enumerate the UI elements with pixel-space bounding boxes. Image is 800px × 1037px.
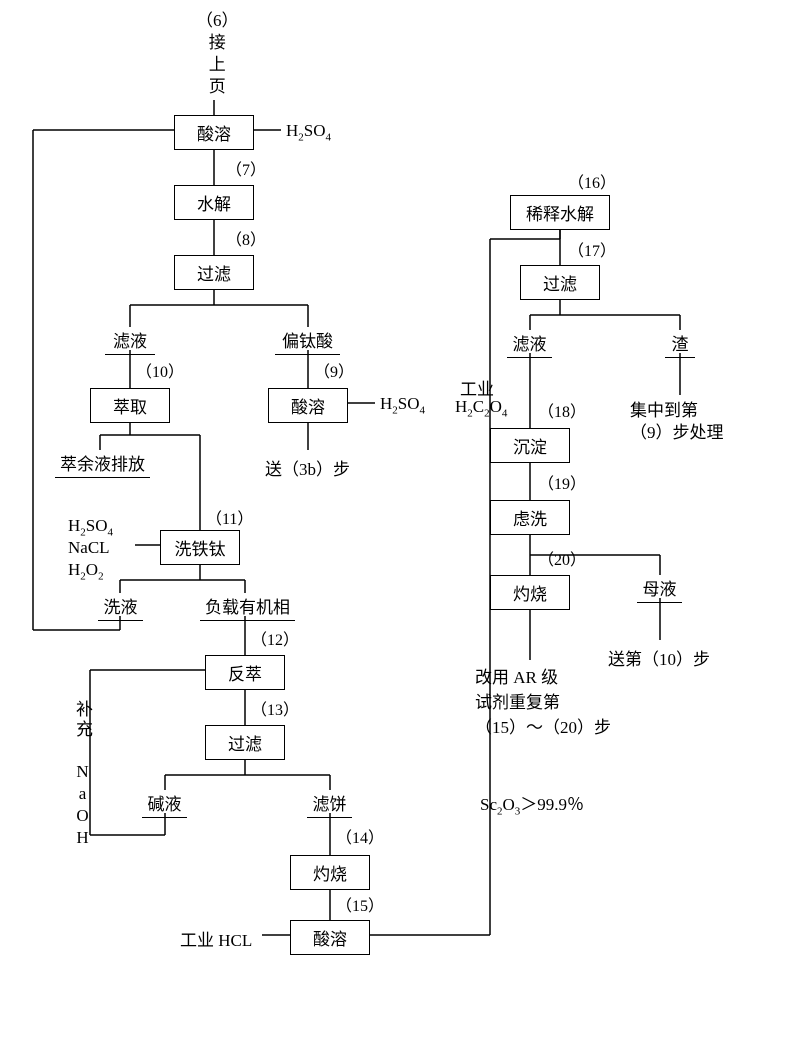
node-filter-1: 过滤 — [174, 255, 254, 290]
h2o2-text: H2O2 — [68, 560, 104, 579]
step-18: （18） — [538, 398, 586, 422]
label-h2so4-3: H2SO4 — [68, 516, 113, 538]
step-15: （15） — [336, 892, 384, 916]
step-16: （16） — [568, 169, 616, 193]
node-acid-dissolve-1: 酸溶 — [174, 115, 254, 150]
label-h2so4-1: H2SO4 — [286, 121, 331, 143]
node-burn-1: 灼烧 — [290, 855, 370, 890]
step-8: （8） — [226, 226, 266, 250]
uline-filtrate-3: 滤液 — [507, 330, 552, 358]
node-filter-3: 过滤 — [520, 265, 600, 300]
step-14: （14） — [336, 824, 384, 848]
step-19: （19） — [538, 470, 586, 494]
h2so4-1-text: H2SO4 — [286, 121, 331, 140]
uline-alkali: 碱液 — [142, 790, 187, 818]
uline-filter-cake: 滤饼 — [307, 790, 352, 818]
h2so4-2-text: H2SO4 — [380, 394, 425, 413]
uline-loaded-organic: 负载有机相 — [200, 593, 295, 621]
node-dilute-hydrolysis: 稀释水解 — [510, 195, 610, 230]
node-extract: 萃取 — [90, 388, 170, 423]
node-back-extraction: 反萃 — [205, 655, 285, 690]
label-send-3b: 送（3b）步 — [265, 455, 350, 480]
step-20: （20） — [538, 546, 586, 570]
label-collect-9: 集中到第 （9）步处理 — [630, 400, 724, 444]
step-11: （11） — [206, 505, 253, 529]
label-repeat-ar: 改用 AR 级 试剂重复第 （15）～（20）步 — [475, 665, 611, 740]
h2c2o4-text: H2C2O4 — [455, 397, 507, 416]
node-filter-2: 过滤 — [205, 725, 285, 760]
uline-mother-liquor: 母液 — [637, 575, 682, 603]
uline-filtrate-1: 滤液 — [105, 327, 155, 355]
node-acid-dissolve-2: 酸溶 — [268, 388, 348, 423]
label-hcl: 工业 HCL — [180, 926, 252, 951]
node-filter-wash: 虑洗 — [490, 500, 570, 535]
uline-raffinate: 萃余液排放 — [55, 450, 150, 478]
result-text: Sc2O3＞99.9％ — [480, 795, 584, 814]
flowchart-lines — [0, 0, 800, 1037]
node-wash-fe-ti: 洗铁钛 — [160, 530, 240, 565]
uline-wash-liquid: 洗液 — [98, 593, 143, 621]
node-hydrolysis-1: 水解 — [174, 185, 254, 220]
label-result: Sc2O3＞99.9％ — [480, 790, 584, 817]
h2so4-3-text: H2SO4 — [68, 516, 113, 535]
label-send-10: 送第（10）步 — [608, 645, 710, 670]
step-9: （9） — [314, 358, 354, 382]
step-12: （12） — [251, 626, 299, 650]
node-burn-2: 灼烧 — [490, 575, 570, 610]
label-naoh-supplement: 补充 NaOH — [70, 700, 95, 850]
step-7: （7） — [226, 156, 266, 180]
top-continue-label: （6） 接 上 页 — [196, 10, 239, 98]
node-acid-dissolve-3: 酸溶 — [290, 920, 370, 955]
uline-metatitanic: 偏钛酸 — [275, 327, 340, 355]
label-h2so4-2: H2SO4 — [380, 394, 425, 416]
label-h2o2: H2O2 — [68, 560, 104, 582]
node-precipitation: 沉淀 — [490, 428, 570, 463]
uline-slag: 渣 — [665, 330, 695, 358]
label-oxalic-2: H2C2O4 — [455, 397, 507, 419]
step-13: （13） — [251, 696, 299, 720]
step-17: （17） — [568, 237, 616, 261]
label-nacl: NaCL — [68, 538, 110, 558]
step-10: （10） — [136, 358, 184, 382]
